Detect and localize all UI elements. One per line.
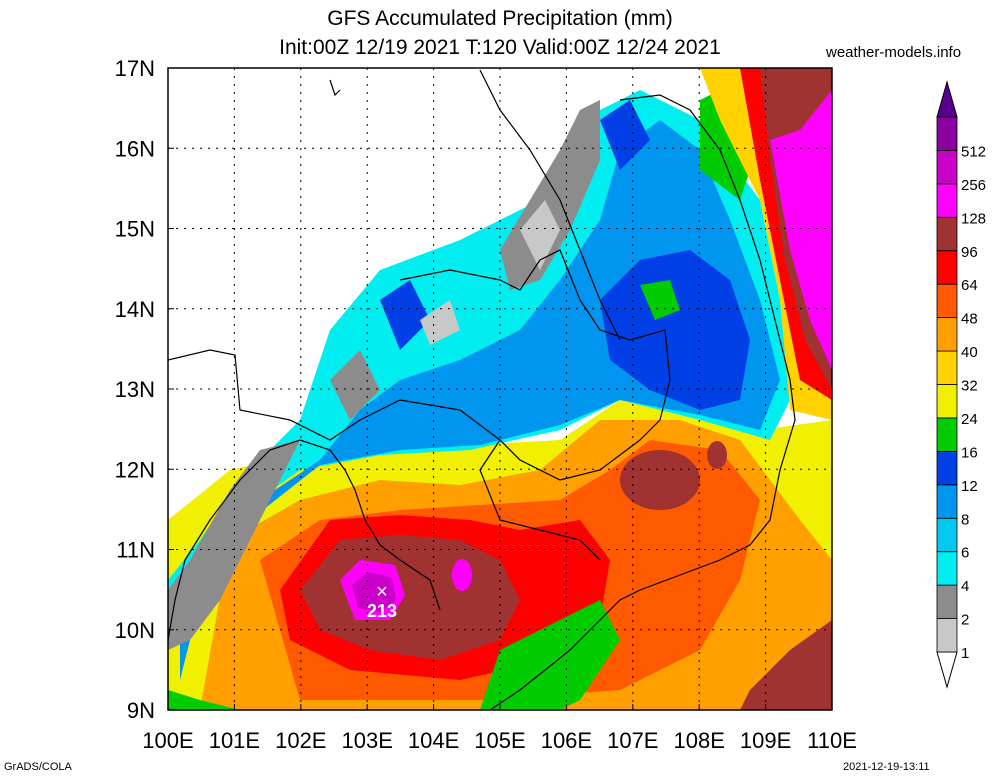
map-title: GFS Accumulated Precipitation (mm) bbox=[327, 7, 673, 30]
lat-label: 12N bbox=[115, 457, 155, 482]
footer-left-label: GrADS/COLA bbox=[4, 761, 72, 773]
legend-swatch bbox=[936, 618, 958, 653]
legend-swatch bbox=[936, 183, 958, 218]
lon-label: 101E bbox=[209, 728, 260, 753]
lat-label: 10N bbox=[115, 618, 155, 643]
lon-label: 102E bbox=[275, 728, 326, 753]
lat-label: 9N bbox=[127, 698, 155, 723]
lat-label: 15N bbox=[115, 217, 155, 242]
lat-label: 16N bbox=[115, 136, 155, 161]
island-coast bbox=[329, 79, 341, 97]
latitude-labels: 9N 10N 11N 12N 13N 14N 15N 16N 17N bbox=[115, 56, 174, 723]
precip-area-brown-se bbox=[740, 620, 832, 710]
legend-label: 40 bbox=[961, 344, 978, 361]
precip-spot-brown-east bbox=[620, 450, 700, 510]
legend-label: 4 bbox=[961, 578, 969, 595]
legend-label: 8 bbox=[961, 511, 969, 528]
lon-label: 109E bbox=[740, 728, 791, 753]
legend-swatch bbox=[936, 517, 958, 553]
border-vietnam-cambodia bbox=[479, 439, 601, 561]
lon-label: 106E bbox=[541, 728, 592, 753]
coastline-vietnam-east bbox=[489, 94, 796, 710]
lon-label: 104E bbox=[408, 728, 459, 753]
legend-swatch bbox=[936, 551, 958, 586]
longitude-labels: 100E 101E 102E 103E 104E 105E 106E 107E 108E 109E… bbox=[142, 704, 857, 753]
legend-swatch bbox=[936, 450, 958, 486]
precip-area-blue bbox=[180, 120, 780, 680]
footer-right-label: 2021-12-19-13:11 bbox=[843, 761, 930, 773]
legend-swatch bbox=[936, 283, 958, 319]
legend-label: 6 bbox=[961, 545, 969, 562]
precip-area-gray-west bbox=[168, 440, 300, 650]
legend-label: 128 bbox=[961, 210, 986, 227]
precip-area-green bbox=[168, 600, 620, 710]
max-marker-value: 213 bbox=[367, 601, 397, 621]
legend-swatch bbox=[936, 417, 958, 452]
legend-swatch bbox=[936, 250, 958, 285]
precipitation-field bbox=[168, 68, 832, 710]
legend-label: 96 bbox=[961, 244, 978, 261]
lon-label: 100E bbox=[142, 728, 193, 753]
legend-swatch bbox=[936, 484, 958, 519]
lon-label: 103E bbox=[342, 728, 393, 753]
legend-label: 256 bbox=[961, 177, 986, 194]
legend-label: 32 bbox=[961, 378, 978, 395]
coastlines bbox=[168, 69, 796, 710]
legend-top-arrow bbox=[936, 80, 958, 118]
legend-swatch bbox=[936, 584, 958, 619]
legend-swatch bbox=[936, 317, 958, 352]
lat-label: 14N bbox=[115, 297, 155, 322]
border-cambodia bbox=[168, 349, 671, 481]
legend-label: 48 bbox=[961, 311, 978, 328]
site-label: weather-models.info bbox=[826, 44, 962, 61]
legend-label: 24 bbox=[961, 411, 978, 428]
max-marker-symbol: × bbox=[376, 581, 388, 603]
legend-label: 16 bbox=[961, 444, 978, 461]
precip-area-lightgray bbox=[420, 200, 560, 345]
legend-label: 64 bbox=[961, 277, 978, 294]
lat-lon-grid bbox=[168, 68, 832, 710]
legend-swatch bbox=[936, 216, 958, 252]
legend-swatch bbox=[936, 116, 958, 151]
precip-spot-brown-east-2 bbox=[707, 441, 727, 469]
legend-swatch bbox=[936, 384, 958, 419]
lat-label: 11N bbox=[116, 538, 155, 563]
legend-bottom-arrow bbox=[936, 651, 958, 689]
legend-label: 12 bbox=[961, 478, 978, 495]
lon-label: 105E bbox=[474, 728, 525, 753]
legend-label: 2 bbox=[961, 612, 969, 629]
lon-label: 107E bbox=[607, 728, 658, 753]
lon-label: 110E bbox=[807, 728, 857, 753]
precip-area-purple bbox=[352, 572, 396, 612]
legend-label: 512 bbox=[961, 143, 986, 160]
lat-label: 17N bbox=[115, 56, 155, 81]
map-subtitle: Init:00Z 12/19 2021 T:120 Valid:00Z 12/2… bbox=[279, 36, 721, 59]
lon-label: 108E bbox=[674, 728, 725, 753]
precip-area-gray-north bbox=[330, 100, 600, 420]
coastline-gulf-of-thailand bbox=[168, 439, 441, 641]
precip-area-ocean-magenta bbox=[770, 90, 832, 370]
legend-swatch bbox=[936, 150, 958, 185]
precip-spot-magenta-2 bbox=[452, 559, 472, 591]
legend-label: 1 bbox=[961, 645, 969, 662]
legend-swatch bbox=[936, 350, 958, 385]
lat-label: 13N bbox=[115, 377, 155, 402]
border-thailand-laos bbox=[399, 249, 671, 381]
